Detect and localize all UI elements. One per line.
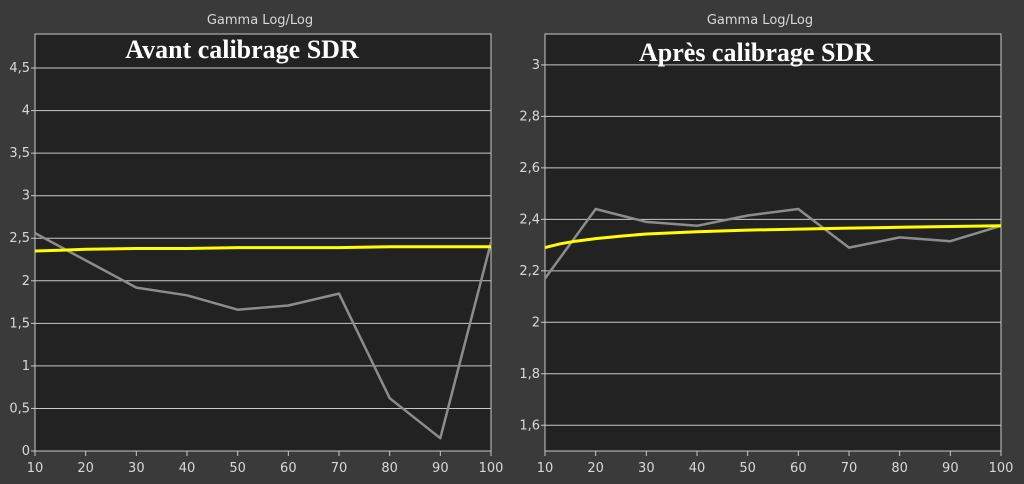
y-tick-label: 4,5 <box>9 61 30 76</box>
x-tick-label: 10 <box>537 461 554 476</box>
measured-gamma-line <box>543 207 1002 280</box>
y-tick-label: 3,5 <box>9 146 30 161</box>
overlay-heading: Après calibrage SDR <box>639 38 873 67</box>
chart-panel-after: 1,6 1,8 2 2,2 2,4 2,6 2,8 3 10 20 30 40 50 60 70 80 90 10… <box>519 13 1013 476</box>
x-tick-label: 100 <box>989 461 1014 476</box>
x-tick-label: 20 <box>77 461 94 476</box>
x-tick-label: 40 <box>689 461 706 476</box>
plot-area <box>545 34 1001 451</box>
x-tick-label: 30 <box>638 461 655 476</box>
target-gamma-line <box>544 224 1002 250</box>
x-tick-label: 60 <box>280 461 297 476</box>
plot-frame <box>544 33 1002 452</box>
x-tick-label: 50 <box>739 461 756 476</box>
x-tick-label: 40 <box>179 461 196 476</box>
x-tick-label: 10 <box>27 461 44 476</box>
x-tick-label: 20 <box>587 461 604 476</box>
y-tick-label: 2,2 <box>519 264 540 279</box>
y-tick-label: 4 <box>22 104 30 119</box>
y-tick-label: 2,8 <box>519 109 540 124</box>
y-tick-label: 2 <box>532 315 540 330</box>
y-tick-label: 0,5 <box>9 401 30 416</box>
x-tick-label: 100 <box>479 461 504 476</box>
y-tick-label: 0 <box>22 444 30 459</box>
chart-panel-before: 0 0,5 1 1,5 2 2,5 3 3,5 4 4,5 10 20 30 40 50 60 70 80 90 10… <box>9 13 503 476</box>
measured-gamma-line <box>34 231 493 440</box>
chart-title: Gamma Log/Log <box>707 13 813 28</box>
x-tick-label: 70 <box>841 461 858 476</box>
y-tick-label: 1,6 <box>519 418 540 433</box>
plot-area <box>35 34 491 451</box>
x-tick-label: 50 <box>229 461 246 476</box>
x-tick-label: 60 <box>790 461 807 476</box>
x-tick-label: 80 <box>891 461 908 476</box>
y-tick-label: 2,6 <box>519 161 540 176</box>
target-gamma-line <box>34 245 491 253</box>
y-tick-label: 3 <box>532 58 540 73</box>
y-tick-label: 1,8 <box>519 367 540 382</box>
x-tick-label: 90 <box>432 461 449 476</box>
overlay-heading: Avant calibrage SDR <box>125 35 359 64</box>
y-tick-label: 2,5 <box>9 231 30 246</box>
x-tick-label: 80 <box>381 461 398 476</box>
y-tick-label: 2 <box>22 274 30 289</box>
y-tick-label: 1,5 <box>9 316 30 331</box>
chart-title: Gamma Log/Log <box>207 13 313 28</box>
x-tick-label: 30 <box>128 461 145 476</box>
x-tick-label: 90 <box>942 461 959 476</box>
y-tick-label: 2,4 <box>519 212 540 227</box>
x-tick-label: 70 <box>331 461 348 476</box>
y-tick-label: 3 <box>22 189 30 204</box>
y-tick-label: 1 <box>22 359 30 374</box>
